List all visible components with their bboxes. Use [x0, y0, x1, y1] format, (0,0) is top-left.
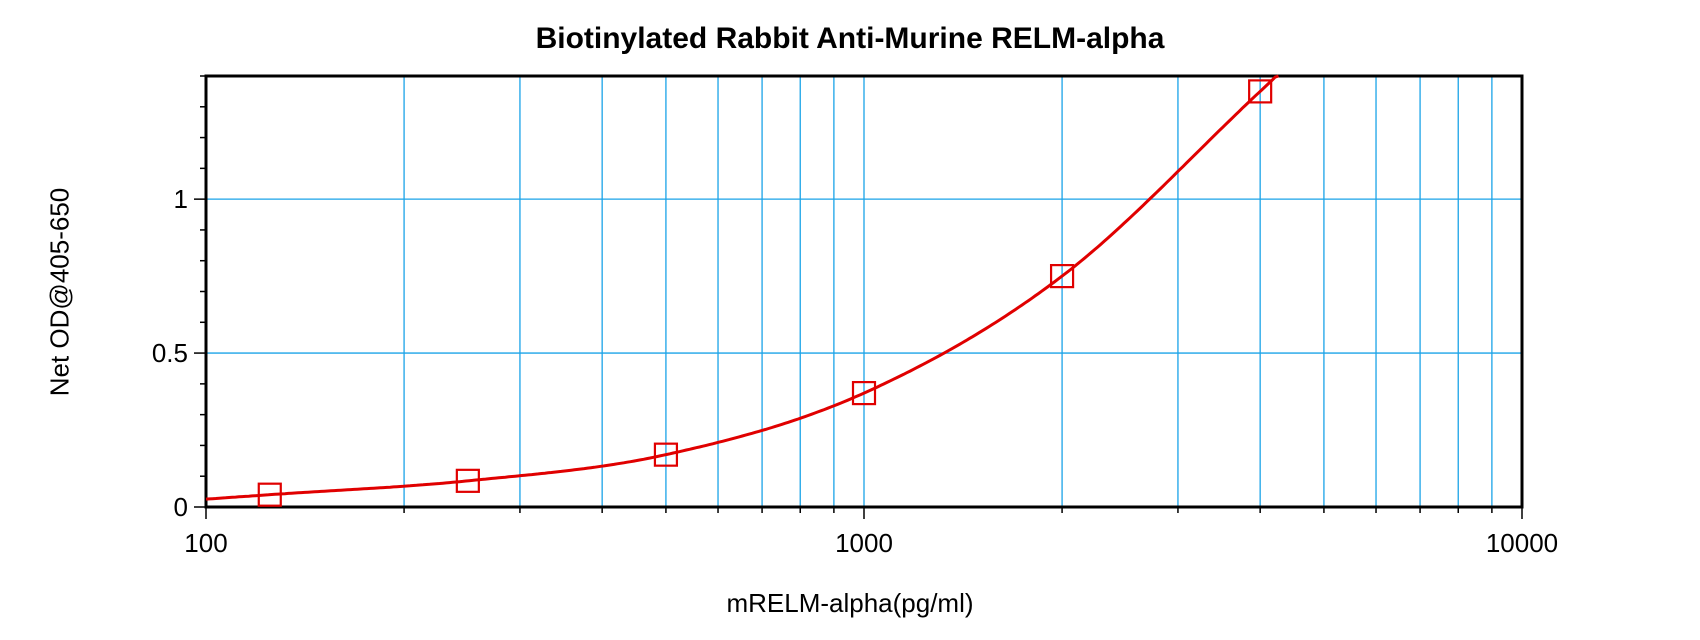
y-tick-label: 1 [174, 184, 188, 214]
data-point-marker [1248, 79, 1273, 104]
x-tick-label: 100 [184, 528, 227, 558]
fitted-curve [205, 74, 1279, 501]
y-tick-label: 0.5 [152, 338, 188, 368]
y-tick-label: 0 [174, 492, 188, 522]
chart-title: Biotinylated Rabbit Anti-Murine RELM-alp… [535, 22, 1165, 55]
x-axis-label: mRELM-alpha(pg/ml) [726, 588, 974, 618]
data-point-marker [455, 468, 480, 493]
data-point-marker [1049, 264, 1075, 289]
x-tick-label: 1000 [835, 528, 893, 558]
data-point-marker [257, 482, 282, 507]
data-point-marker [851, 380, 877, 406]
data-point-marker [653, 442, 679, 467]
x-tick-label: 10000 [1486, 528, 1558, 558]
